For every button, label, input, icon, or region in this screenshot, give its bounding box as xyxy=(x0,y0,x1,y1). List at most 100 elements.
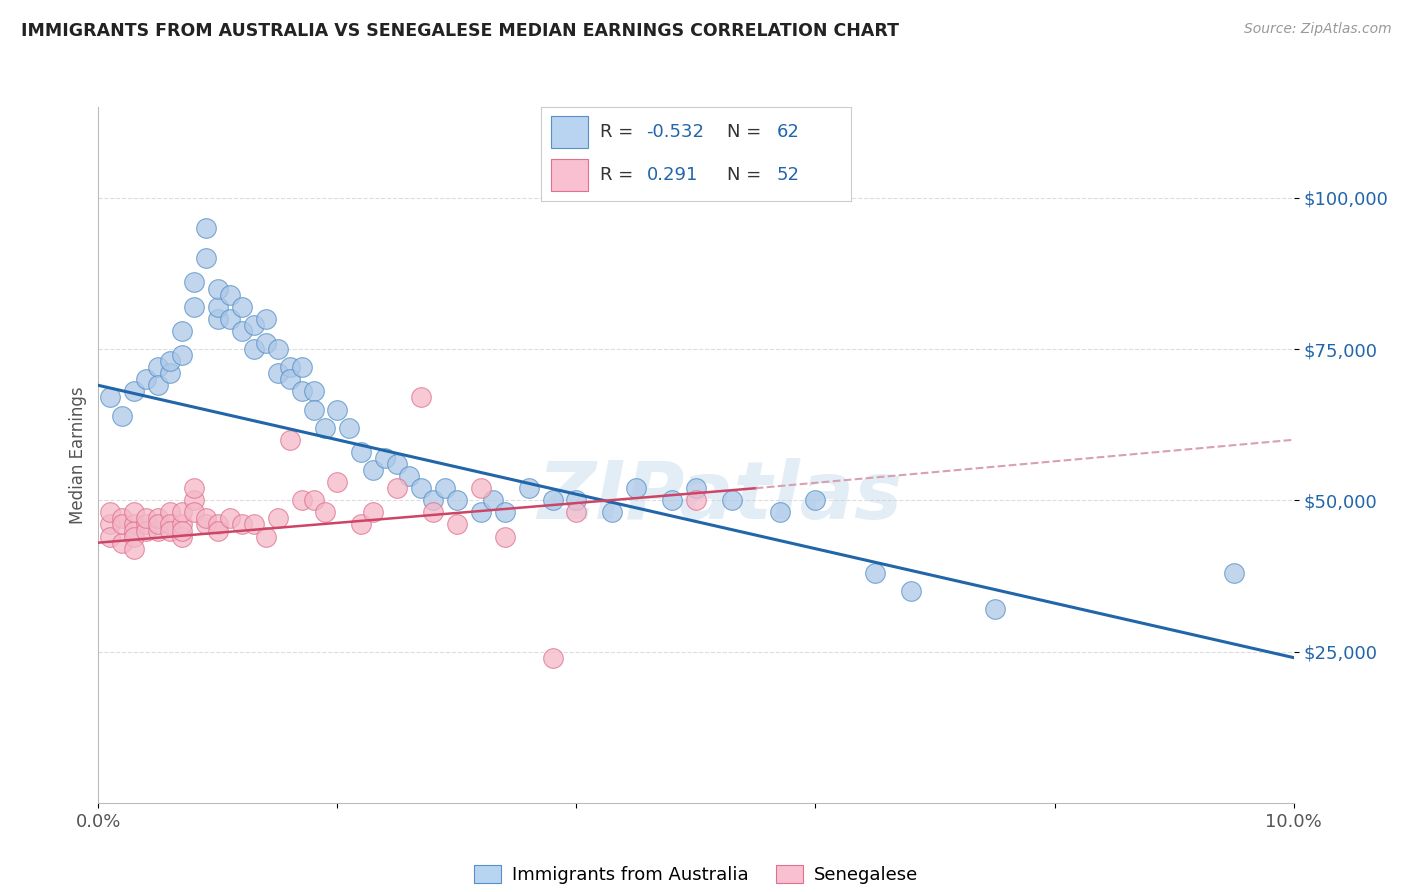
Text: ZIPatlas: ZIPatlas xyxy=(537,458,903,536)
Point xyxy=(219,511,242,525)
Y-axis label: Median Earnings: Median Earnings xyxy=(69,386,87,524)
Text: Source: ZipAtlas.com: Source: ZipAtlas.com xyxy=(1244,22,1392,37)
Point xyxy=(111,409,134,423)
Point xyxy=(494,530,516,544)
Point xyxy=(194,517,218,532)
Point xyxy=(124,384,146,399)
Point xyxy=(111,511,134,525)
Point xyxy=(446,517,468,532)
Point xyxy=(159,354,181,368)
Point xyxy=(363,463,385,477)
Point xyxy=(124,541,146,556)
Point xyxy=(385,457,409,471)
Point xyxy=(517,481,540,495)
Point xyxy=(422,493,444,508)
Point xyxy=(183,505,205,519)
Point xyxy=(470,481,492,495)
Point xyxy=(350,445,373,459)
Point xyxy=(194,252,218,266)
Point xyxy=(207,300,229,314)
Point xyxy=(98,530,122,544)
Point xyxy=(983,602,1005,616)
Point xyxy=(254,311,277,326)
Point xyxy=(326,475,349,490)
Point xyxy=(159,517,181,532)
Point xyxy=(194,221,218,235)
Point xyxy=(231,300,253,314)
Point xyxy=(302,402,325,417)
Point xyxy=(278,360,301,375)
Text: N =: N = xyxy=(727,167,766,185)
Point xyxy=(172,505,194,519)
Point xyxy=(565,505,588,519)
Point xyxy=(768,505,790,519)
Legend: Immigrants from Australia, Senegalese: Immigrants from Australia, Senegalese xyxy=(467,857,925,891)
Point xyxy=(302,384,325,399)
Point xyxy=(172,530,194,544)
Point xyxy=(231,517,253,532)
Point xyxy=(290,384,312,399)
Point xyxy=(183,276,205,290)
Point xyxy=(159,505,181,519)
Point xyxy=(207,517,229,532)
Point xyxy=(183,493,205,508)
Point xyxy=(541,650,564,665)
Point xyxy=(363,505,385,519)
Point xyxy=(135,517,157,532)
Text: IMMIGRANTS FROM AUSTRALIA VS SENEGALESE MEDIAN EARNINGS CORRELATION CHART: IMMIGRANTS FROM AUSTRALIA VS SENEGALESE … xyxy=(21,22,898,40)
Text: R =: R = xyxy=(600,123,640,141)
Point xyxy=(374,450,396,465)
Text: 52: 52 xyxy=(776,167,800,185)
Point xyxy=(865,566,887,580)
Text: -0.532: -0.532 xyxy=(647,123,704,141)
Point xyxy=(339,420,360,434)
Point xyxy=(267,511,290,525)
Point xyxy=(350,517,373,532)
Point xyxy=(172,324,194,338)
Point xyxy=(267,342,290,356)
Point xyxy=(135,524,157,538)
Point xyxy=(470,505,492,519)
Point xyxy=(159,366,181,380)
Point xyxy=(124,505,146,519)
Point xyxy=(111,535,134,549)
Point xyxy=(434,481,457,495)
Point xyxy=(231,324,253,338)
Point xyxy=(207,311,229,326)
Point xyxy=(183,481,205,495)
Point xyxy=(267,366,290,380)
Point xyxy=(721,493,744,508)
Point xyxy=(135,511,157,525)
Point xyxy=(685,493,707,508)
Point xyxy=(172,348,194,362)
Point xyxy=(207,281,229,295)
Point xyxy=(98,505,122,519)
Point xyxy=(148,360,170,375)
FancyBboxPatch shape xyxy=(551,160,588,191)
Point xyxy=(315,420,337,434)
Point xyxy=(565,493,588,508)
Point xyxy=(385,481,409,495)
Point xyxy=(278,372,301,386)
Point xyxy=(124,530,146,544)
Point xyxy=(446,493,468,508)
Point xyxy=(326,402,349,417)
Point xyxy=(124,524,146,538)
Point xyxy=(494,505,516,519)
Point xyxy=(661,493,683,508)
Point xyxy=(219,311,242,326)
Point xyxy=(900,584,922,599)
Text: 0.291: 0.291 xyxy=(647,167,697,185)
Point xyxy=(172,517,194,532)
Point xyxy=(98,391,122,405)
Point xyxy=(243,517,266,532)
Point xyxy=(290,360,312,375)
Point xyxy=(541,493,564,508)
Point xyxy=(159,524,181,538)
Point xyxy=(243,342,266,356)
Point xyxy=(411,481,433,495)
Point xyxy=(398,469,420,483)
Point xyxy=(254,336,277,351)
Point xyxy=(278,433,301,447)
Point xyxy=(315,505,337,519)
